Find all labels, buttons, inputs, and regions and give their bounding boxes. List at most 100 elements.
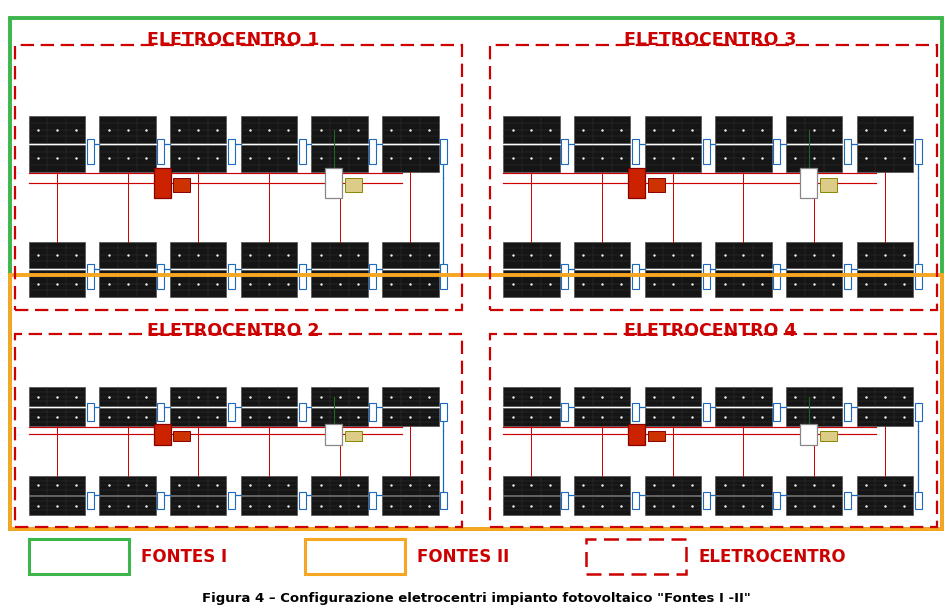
- Bar: [489, 45, 936, 310]
- Bar: [368, 264, 376, 289]
- Bar: [157, 139, 164, 164]
- Bar: [631, 139, 638, 164]
- Bar: [368, 139, 376, 164]
- Bar: [311, 408, 367, 426]
- Bar: [503, 476, 559, 494]
- Bar: [87, 492, 93, 510]
- Bar: [153, 168, 170, 198]
- Bar: [631, 264, 638, 289]
- Bar: [311, 145, 367, 172]
- Bar: [819, 178, 836, 192]
- Bar: [311, 476, 367, 494]
- Bar: [785, 242, 842, 268]
- Bar: [627, 423, 645, 445]
- Bar: [714, 496, 771, 515]
- Bar: [843, 139, 850, 164]
- Bar: [305, 539, 405, 574]
- Bar: [99, 496, 155, 515]
- Bar: [311, 242, 367, 268]
- Bar: [228, 403, 235, 421]
- Bar: [702, 403, 709, 421]
- Bar: [914, 492, 921, 510]
- Bar: [714, 476, 771, 494]
- Bar: [173, 431, 190, 441]
- Bar: [29, 539, 129, 574]
- Bar: [157, 492, 164, 510]
- Text: ELETROCENTRO 3: ELETROCENTRO 3: [624, 31, 795, 49]
- Bar: [241, 117, 297, 143]
- Bar: [99, 387, 155, 406]
- Bar: [228, 264, 235, 289]
- Bar: [15, 45, 462, 310]
- Bar: [169, 496, 227, 515]
- Bar: [714, 271, 771, 297]
- Bar: [644, 408, 701, 426]
- Bar: [799, 423, 816, 445]
- Bar: [382, 476, 438, 494]
- Bar: [382, 387, 438, 406]
- Bar: [311, 496, 367, 515]
- Bar: [503, 242, 559, 268]
- Bar: [298, 403, 306, 421]
- Bar: [785, 145, 842, 172]
- Bar: [914, 264, 921, 289]
- Bar: [785, 271, 842, 297]
- Bar: [585, 539, 685, 574]
- Bar: [714, 117, 771, 143]
- Bar: [157, 264, 164, 289]
- Bar: [368, 492, 376, 510]
- Text: ELETROCENTRO 1: ELETROCENTRO 1: [147, 31, 320, 49]
- Bar: [15, 334, 462, 527]
- Bar: [819, 431, 836, 441]
- Bar: [326, 423, 342, 445]
- Bar: [785, 117, 842, 143]
- Bar: [772, 492, 780, 510]
- Bar: [503, 387, 559, 406]
- Bar: [714, 242, 771, 268]
- Text: ELETROCENTRO 2: ELETROCENTRO 2: [147, 322, 320, 340]
- Bar: [87, 139, 93, 164]
- Bar: [799, 168, 816, 198]
- Bar: [29, 496, 85, 515]
- Bar: [647, 178, 664, 192]
- Bar: [241, 496, 297, 515]
- Bar: [326, 168, 342, 198]
- Bar: [644, 242, 701, 268]
- Bar: [644, 145, 701, 172]
- Bar: [631, 492, 638, 510]
- Bar: [169, 242, 227, 268]
- Bar: [169, 117, 227, 143]
- Bar: [29, 271, 85, 297]
- Bar: [573, 496, 630, 515]
- Bar: [843, 403, 850, 421]
- Bar: [856, 476, 912, 494]
- Bar: [241, 387, 297, 406]
- Bar: [311, 271, 367, 297]
- Bar: [99, 242, 155, 268]
- Bar: [228, 492, 235, 510]
- Bar: [29, 145, 85, 172]
- Text: ELETROCENTRO 4: ELETROCENTRO 4: [624, 322, 795, 340]
- Bar: [169, 271, 227, 297]
- Bar: [29, 408, 85, 426]
- Bar: [10, 275, 941, 529]
- Bar: [856, 145, 912, 172]
- Bar: [311, 117, 367, 143]
- Bar: [29, 387, 85, 406]
- Bar: [503, 408, 559, 426]
- Bar: [169, 145, 227, 172]
- Bar: [503, 496, 559, 515]
- Bar: [856, 271, 912, 297]
- Bar: [382, 145, 438, 172]
- Bar: [914, 139, 921, 164]
- Bar: [647, 431, 664, 441]
- Bar: [345, 178, 362, 192]
- Bar: [843, 264, 850, 289]
- Text: FONTES II: FONTES II: [417, 547, 509, 566]
- Bar: [99, 271, 155, 297]
- Bar: [382, 271, 438, 297]
- Bar: [241, 271, 297, 297]
- Bar: [99, 476, 155, 494]
- Bar: [382, 408, 438, 426]
- Bar: [503, 145, 559, 172]
